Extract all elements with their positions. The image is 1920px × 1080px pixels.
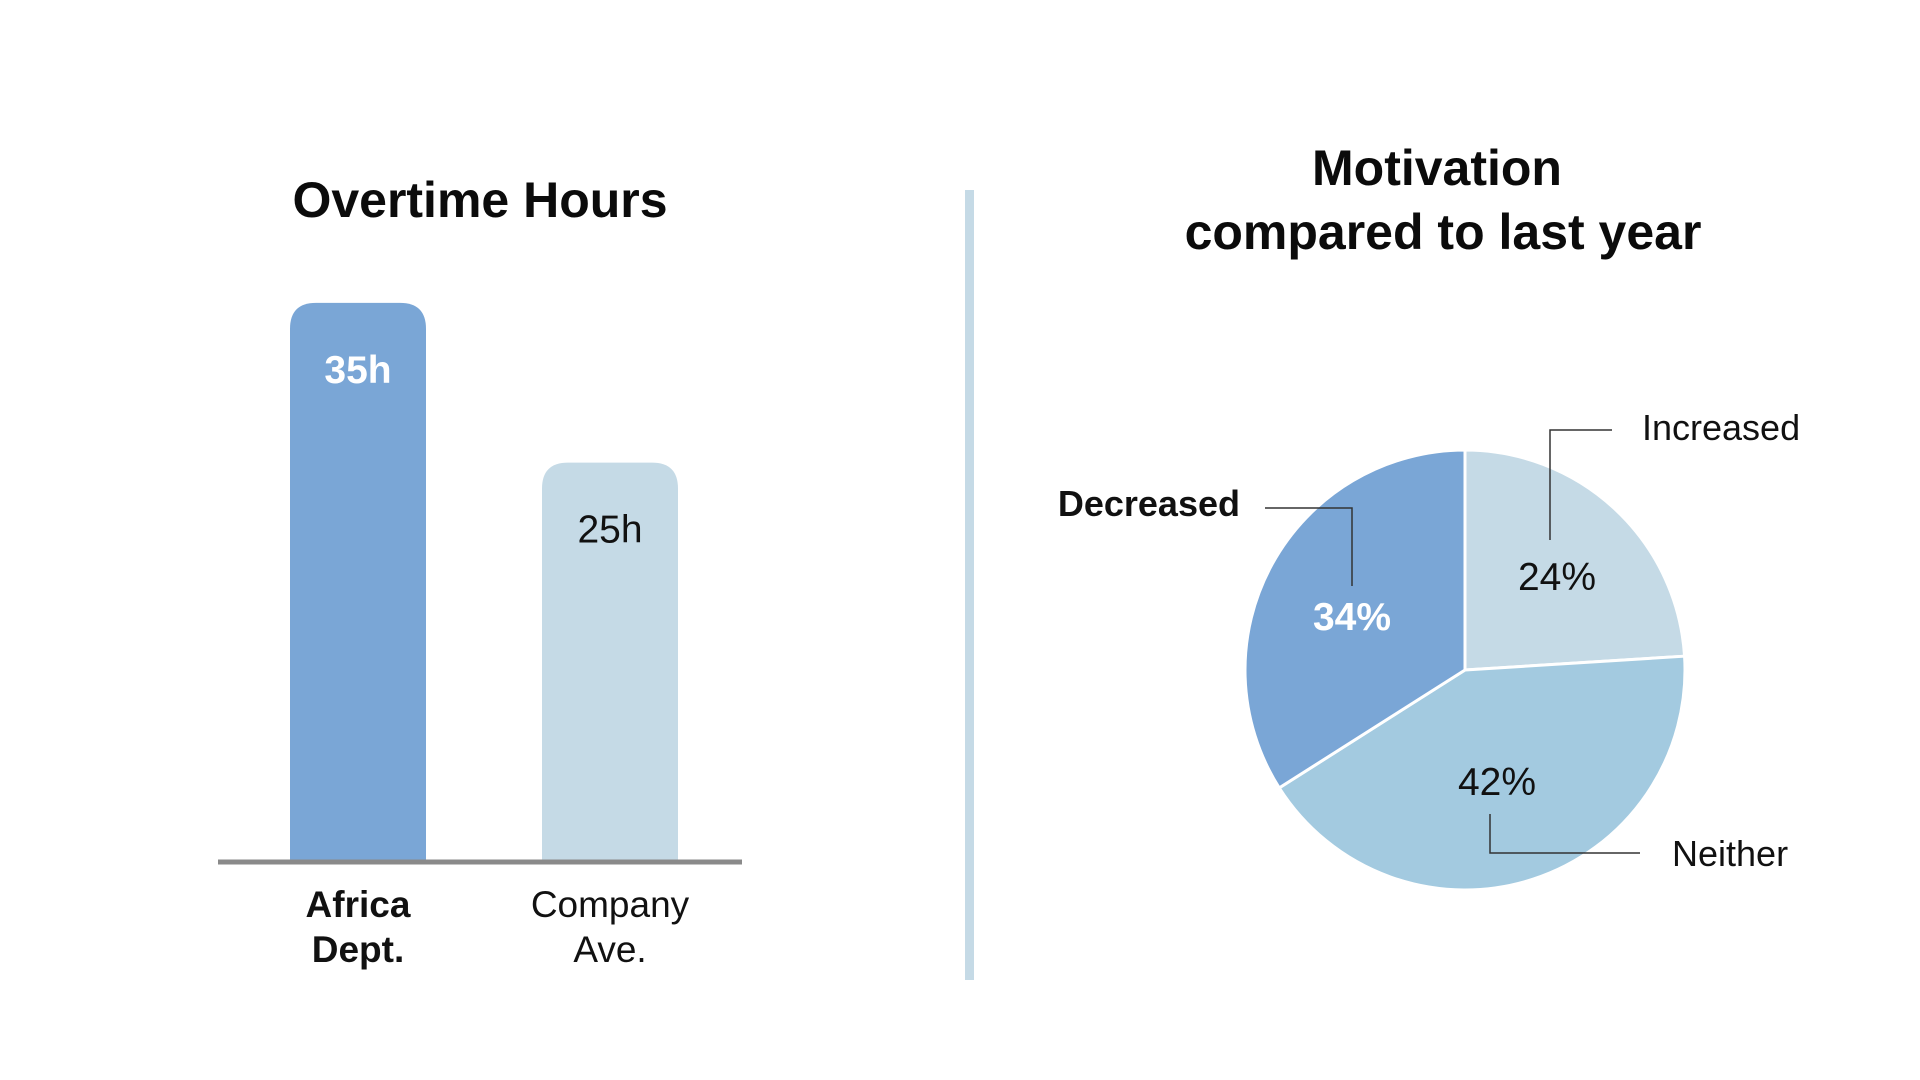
- bar-0: [290, 302, 426, 863]
- leader-line-increased: [1549, 429, 1612, 540]
- pie-category-label-increased: Increased: [1642, 407, 1800, 448]
- pie-value-label-neither: 42%: [1458, 761, 1536, 804]
- pie-value-label-decreased: 34%: [1313, 596, 1391, 639]
- pie-category-label-neither: Neither: [1672, 833, 1788, 874]
- pie-chart-subtitle: compared to last year: [1185, 204, 1702, 260]
- x-tick-label-1-1: Ave.: [573, 929, 646, 970]
- pie-chart: Motivation compared to last year 24% 42% 3…: [1058, 140, 1800, 892]
- bar-1: [542, 462, 678, 862]
- leader-line-neither: [1489, 814, 1640, 854]
- leader-line-decreased: [1265, 507, 1353, 586]
- pie-category-label-decreased: Decreased: [1058, 483, 1240, 524]
- pie-slice-decreased: [1243, 448, 1467, 790]
- bar-value-label-1: 25h: [577, 509, 642, 552]
- pie-chart-title: Motivation: [1312, 140, 1562, 196]
- pie-value-label-increased: 24%: [1518, 556, 1596, 599]
- x-tick-label-0-1: Dept.: [312, 929, 405, 970]
- bar-value-label-0: 35h: [324, 349, 391, 392]
- pie-slice-increased: [1463, 448, 1687, 672]
- panel-divider: [965, 190, 974, 980]
- x-tick-label-1-0: Company: [531, 884, 690, 925]
- pie-slice-neither: [1277, 654, 1687, 892]
- x-tick-label-0-0: Africa: [306, 884, 411, 925]
- bar-chart-title: Overtime Hours: [292, 172, 667, 228]
- pie-marks: 24% 42% 34% Increased Neither Decreased: [1058, 407, 1800, 892]
